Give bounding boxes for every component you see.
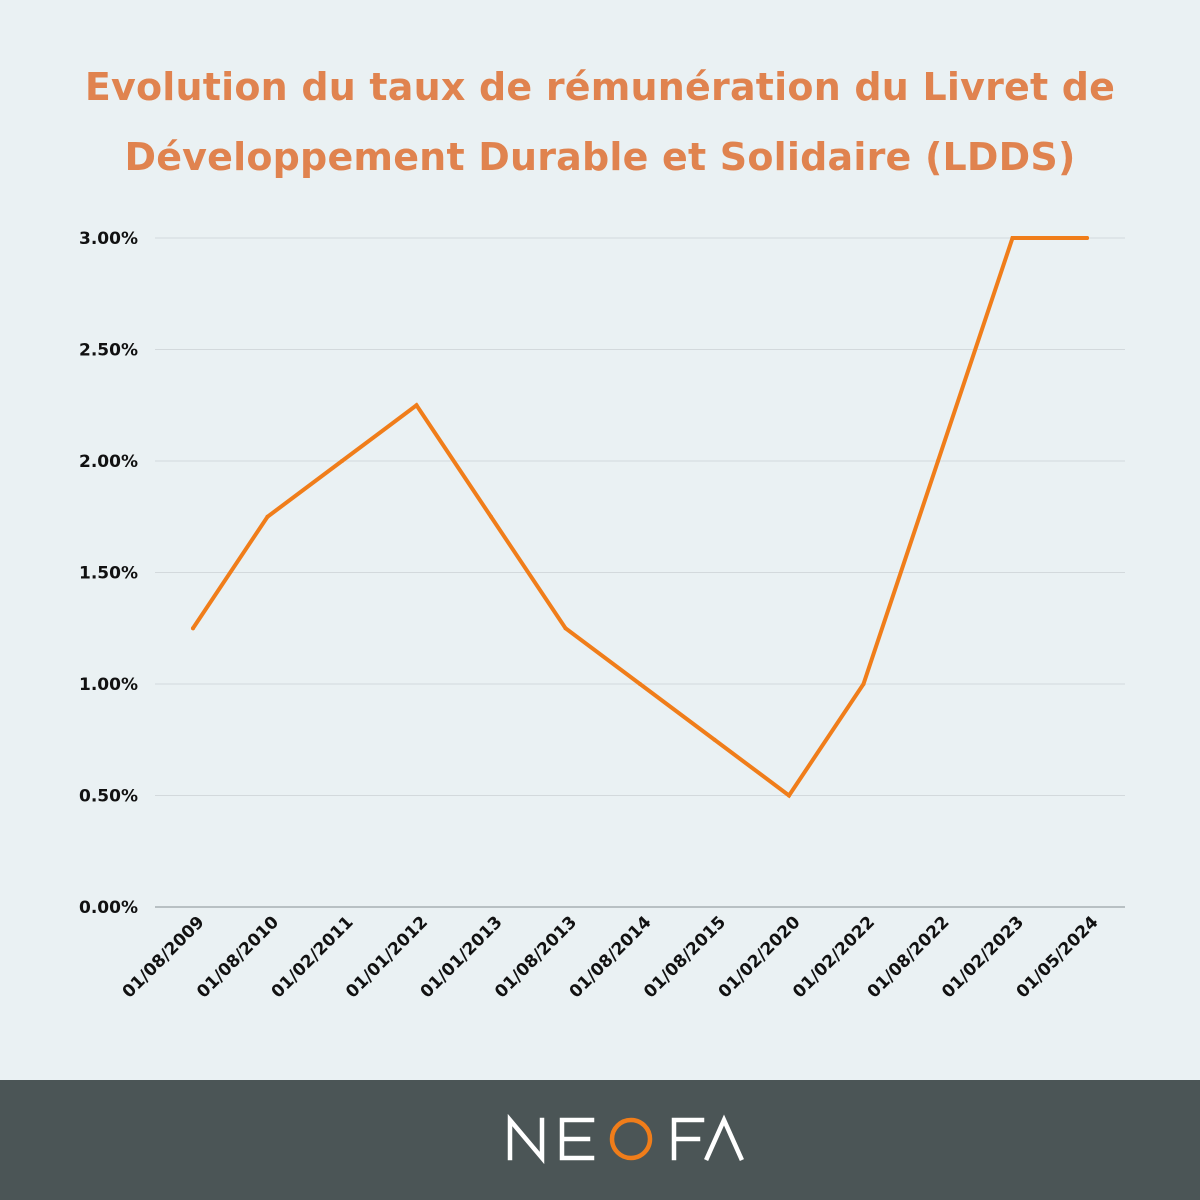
chart-title: Evolution du taux de rémunération du Liv… (40, 52, 1160, 192)
data-point (414, 403, 419, 408)
logo-letter-f (671, 1117, 705, 1161)
data-point (787, 793, 791, 798)
data-point (712, 737, 717, 742)
logo-letter-n (507, 1113, 545, 1165)
data-point (489, 514, 493, 519)
y-axis: 0.00% 0.50% 1.00% 1.50% 2.00% 2.50% 3.00% (79, 229, 138, 918)
logo-letter-a (704, 1114, 744, 1161)
series-line (191, 236, 1089, 799)
data-point (861, 682, 866, 686)
logo-letter-e (559, 1117, 595, 1161)
y-tick-label: 0.00% (79, 898, 138, 918)
y-tick-label: 3.00% (79, 229, 138, 249)
data-point (638, 682, 642, 686)
chart-title-line-2: Développement Durable et Solidaire (LDDS… (124, 135, 1076, 179)
data-point (936, 459, 940, 463)
data-point (1085, 236, 1089, 240)
y-tick-label: 1.00% (79, 675, 138, 695)
data-point (1010, 236, 1015, 240)
chart-title-line-1: Evolution du taux de rémunération du Liv… (84, 65, 1116, 109)
line-chart: 0.00% 0.50% 1.00% 1.50% 2.00% 2.50% 3.00% 01/0… (79, 229, 1125, 1002)
y-tick-label: 2.00% (79, 452, 138, 472)
data-point (340, 459, 344, 463)
x-axis: 01/08/200901/08/201001/02/201101/01/2012… (119, 912, 1103, 1002)
neofa-logo (507, 1113, 744, 1165)
data-point (563, 626, 568, 631)
logo-letter-o (609, 1117, 653, 1161)
y-tick-label: 2.50% (79, 341, 138, 361)
y-tick-label: 0.50% (79, 787, 138, 807)
data-point (265, 514, 270, 519)
data-point (191, 626, 195, 631)
series-layer (191, 236, 1089, 799)
footer-bar (0, 1080, 1200, 1200)
y-tick-label: 1.50% (79, 564, 138, 584)
